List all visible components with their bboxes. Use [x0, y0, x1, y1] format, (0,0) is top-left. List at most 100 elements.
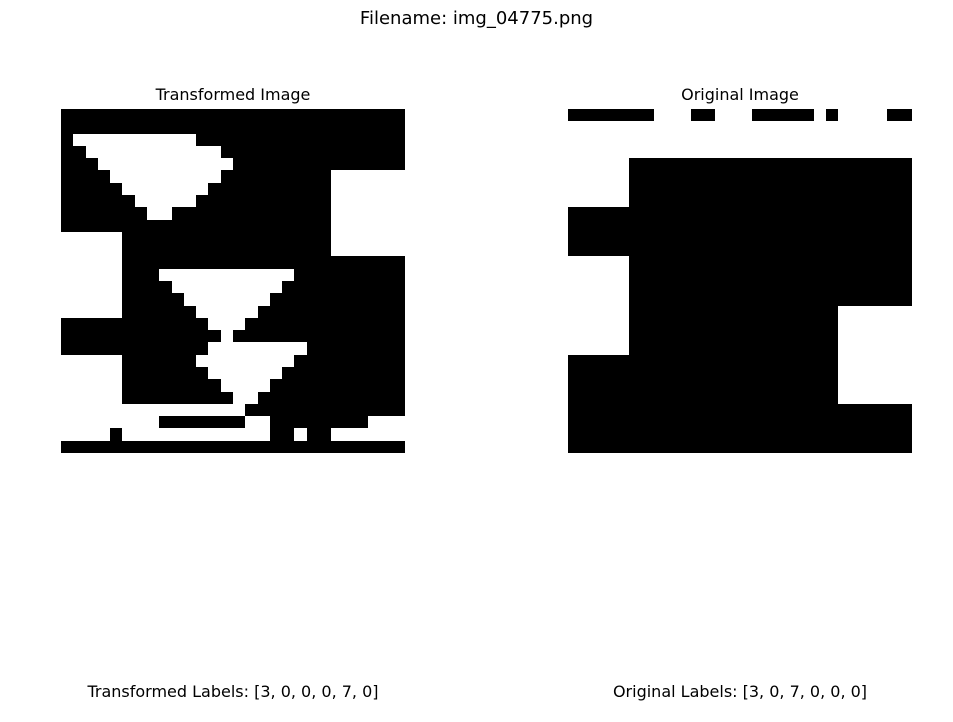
- pixel-cell: [604, 428, 618, 441]
- pixel-cell: [196, 145, 209, 159]
- pixel-cell: [269, 366, 283, 380]
- pixel-cell: [678, 379, 691, 392]
- pixel-cell: [61, 293, 74, 306]
- pixel-cell: [232, 330, 246, 343]
- pixel-cell: [850, 342, 863, 355]
- pixel-cell: [306, 416, 319, 429]
- pixel-cell: [220, 219, 233, 232]
- pixel-cell: [61, 379, 74, 392]
- pixel-cell: [122, 244, 135, 257]
- pixel-cell: [801, 109, 814, 122]
- pixel-cell: [61, 194, 74, 208]
- pixel-cell: [368, 268, 381, 281]
- pixel-cell: [245, 280, 258, 294]
- pixel-cell: [196, 280, 209, 294]
- pixel-cell: [776, 379, 790, 392]
- pixel-cell: [715, 428, 728, 441]
- pixel-cell: [355, 305, 369, 318]
- pixel-cell: [604, 194, 618, 208]
- pixel-cell: [343, 354, 356, 367]
- pixel-cell: [159, 293, 172, 306]
- pixel-cell: [592, 158, 605, 171]
- pixel-cell: [392, 403, 405, 417]
- pixel-cell: [208, 379, 221, 392]
- pixel-cell: [887, 379, 900, 392]
- pixel-cell: [355, 133, 369, 146]
- pixel-cell: [838, 379, 851, 392]
- pixel-cell: [666, 219, 679, 232]
- pixel-cell: [825, 268, 839, 281]
- pixel-cell: [368, 280, 381, 294]
- pixel-cell: [568, 207, 581, 220]
- pixel-cell: [899, 440, 912, 453]
- pixel-cell: [641, 330, 654, 343]
- pixel-cell: [715, 244, 728, 257]
- pixel-cell: [641, 170, 654, 183]
- pixel-cell: [690, 440, 704, 453]
- pixel-cell: [245, 244, 258, 257]
- pixel-cell: [617, 170, 630, 183]
- pixel-cell: [825, 354, 839, 367]
- pixel-cell: [789, 219, 802, 232]
- pixel-cell: [617, 379, 630, 392]
- pixel-cell: [331, 391, 344, 404]
- pixel-cell: [85, 158, 98, 171]
- pixel-cell: [208, 317, 221, 331]
- pixel-cell: [343, 219, 356, 232]
- pixel-cell: [110, 280, 123, 294]
- pixel-cell: [306, 268, 319, 281]
- pixel-cell: [171, 293, 184, 306]
- pixel-cell: [171, 403, 184, 417]
- pixel-cell: [85, 109, 98, 122]
- pixel-cell: [776, 391, 790, 404]
- pixel-cell: [653, 366, 667, 380]
- pixel-cell: [666, 109, 679, 122]
- pixel-cell: [776, 145, 790, 159]
- pixel-cell: [208, 293, 221, 306]
- pixel-cell: [282, 293, 295, 306]
- pixel-cell: [282, 354, 295, 367]
- pixel-cell: [257, 354, 270, 367]
- pixel-cell: [196, 391, 209, 404]
- pixel-cell: [257, 317, 270, 331]
- pixel-cell: [183, 121, 197, 134]
- pixel-cell: [641, 293, 654, 306]
- pixel-cell: [629, 428, 642, 441]
- pixel-cell: [245, 428, 258, 441]
- pixel-cell: [392, 244, 405, 257]
- pixel-cell: [208, 256, 221, 269]
- pixel-cell: [392, 342, 405, 355]
- pixel-cell: [343, 366, 356, 380]
- pixel-cell: [220, 330, 233, 343]
- pixel-cell: [73, 219, 86, 232]
- pixel-cell: [146, 354, 160, 367]
- pixel-cell: [690, 428, 704, 441]
- pixel-cell: [282, 133, 295, 146]
- pixel-cell: [899, 354, 912, 367]
- pixel-cell: [838, 158, 851, 171]
- pixel-cell: [146, 342, 160, 355]
- pixel-cell: [368, 244, 381, 257]
- pixel-cell: [801, 256, 814, 269]
- pixel-cell: [838, 317, 851, 331]
- pixel-cell: [727, 268, 740, 281]
- pixel-cell: [196, 366, 209, 380]
- pixel-cell: [703, 354, 716, 367]
- pixel-cell: [764, 403, 777, 417]
- pixel-cell: [617, 305, 630, 318]
- pixel-cell: [232, 366, 246, 380]
- pixel-cell: [85, 121, 98, 134]
- pixel-cell: [715, 231, 728, 245]
- pixel-cell: [887, 280, 900, 294]
- pixel-cell: [208, 428, 221, 441]
- pixel-cell: [282, 366, 295, 380]
- pixel-cell: [862, 231, 876, 245]
- pixel-cell: [208, 207, 221, 220]
- pixel-cell: [269, 133, 283, 146]
- pixel-cell: [73, 342, 86, 355]
- pixel-cell: [678, 403, 691, 417]
- pixel-cell: [690, 416, 704, 429]
- pixel-cell: [171, 194, 184, 208]
- pixel-cell: [306, 170, 319, 183]
- pixel-cell: [580, 428, 593, 441]
